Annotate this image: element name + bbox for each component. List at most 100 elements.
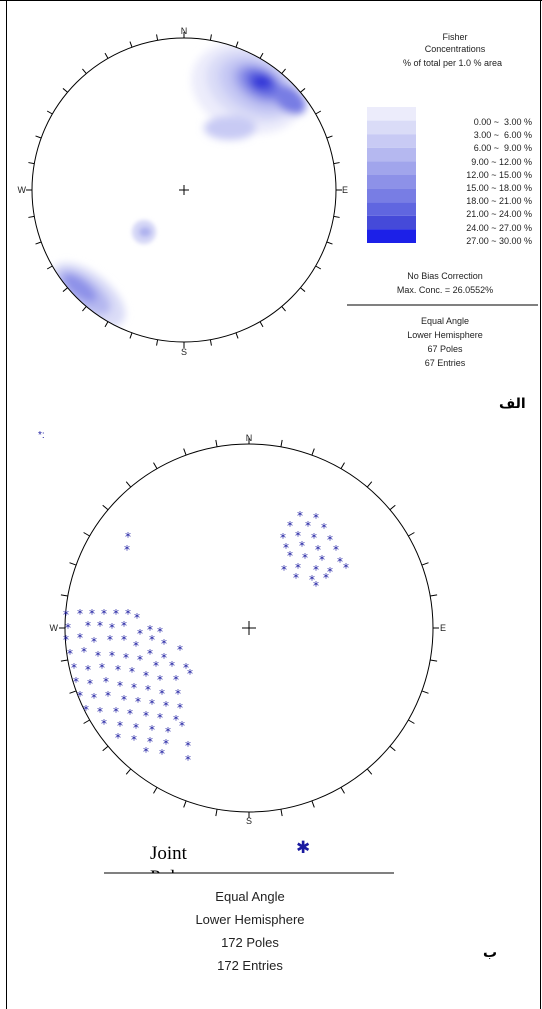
- pole-marker: *: [149, 723, 155, 737]
- top-east-label: E: [342, 185, 349, 195]
- pole-marker: *: [343, 561, 349, 575]
- degree-tick: [129, 41, 133, 48]
- pole-marker: *: [321, 521, 327, 535]
- pole-marker: *: [299, 539, 305, 553]
- pole-marker: *: [91, 635, 97, 649]
- pole-marker: *: [109, 621, 115, 635]
- pole-marker: *: [73, 675, 79, 689]
- pole-marker: *: [85, 619, 91, 633]
- bottom-south-label: S: [245, 816, 252, 826]
- degree-tick: [430, 659, 438, 662]
- degree-tick: [129, 332, 133, 339]
- top-projection-label: Equal Angle: [420, 316, 470, 326]
- pole-marker: *: [161, 651, 167, 665]
- degree-tick: [333, 215, 340, 218]
- pole-marker: *: [159, 687, 165, 701]
- legend-swatch: [367, 161, 416, 175]
- degree-tick: [104, 52, 109, 59]
- pole-marker: *: [129, 665, 135, 679]
- legend-range-label: 9.00 ~ 12.00 %: [471, 156, 532, 167]
- legend-swatch: [367, 215, 416, 230]
- degree-tick: [421, 690, 429, 694]
- degree-tick: [153, 787, 158, 794]
- pole-marker: *: [173, 673, 179, 687]
- pole-marker: *: [295, 561, 301, 575]
- bottom-east-label: E: [440, 623, 447, 633]
- pole-marker: *: [87, 677, 93, 691]
- degree-tick: [69, 562, 77, 566]
- pole-marker: *: [77, 689, 83, 703]
- degree-tick: [259, 321, 264, 328]
- pole-marker: *: [185, 753, 191, 767]
- pole-marker: *: [101, 607, 107, 621]
- degree-tick: [35, 241, 42, 245]
- pole-marker: *: [113, 705, 119, 719]
- legend-range-label: 27.00 ~ 30.00 %: [466, 235, 532, 246]
- legend-swatch: [367, 107, 416, 121]
- legend-swatch: [367, 202, 416, 216]
- pole-marker: *: [315, 543, 321, 557]
- pole-marker: *: [302, 551, 308, 565]
- degree-tick: [60, 594, 68, 597]
- pole-marker: *: [85, 663, 91, 677]
- legend-range-label: 18.00 ~ 21.00 %: [466, 196, 532, 207]
- pole-marker: *: [327, 565, 333, 579]
- corner-pole-marker: *:: [38, 430, 45, 441]
- pole-marker: *: [97, 619, 103, 633]
- pole-marker: *: [159, 747, 165, 761]
- degree-tick: [35, 135, 42, 139]
- pole-marker: *: [149, 697, 155, 711]
- degree-tick: [83, 719, 90, 724]
- pole-marker: *: [333, 543, 339, 557]
- degree-tick: [102, 504, 109, 511]
- pole-marker: *: [143, 709, 149, 723]
- top-north-label: N: [180, 26, 188, 36]
- legend-range-label: 24.00 ~ 27.00 %: [466, 222, 532, 233]
- degree-tick: [209, 34, 212, 41]
- pole-marker: *: [305, 519, 311, 533]
- top-hemisphere-label: Lower Hemisphere: [407, 330, 483, 340]
- pole-marker: *: [115, 663, 121, 677]
- pole-marker: *: [161, 637, 167, 651]
- pole-marker: *: [145, 683, 151, 697]
- pole-marker: *: [173, 713, 179, 727]
- degree-tick: [125, 768, 132, 775]
- figure-letter-alef: الف: [499, 396, 526, 412]
- pole-marker: *: [337, 555, 343, 569]
- pole-marker: *: [137, 653, 143, 667]
- max-concentration-label: Max. Conc. = 26.0552%: [396, 285, 494, 295]
- degree-tick: [280, 809, 283, 817]
- degree-tick: [215, 809, 218, 817]
- pole-marker: *: [187, 667, 193, 681]
- degree-tick: [46, 110, 53, 115]
- pole-marker: *: [121, 619, 127, 633]
- degree-tick: [300, 287, 306, 292]
- degree-tick: [82, 68, 87, 74]
- joint-poles-symbol: ✱: [296, 838, 311, 857]
- bottom-poles-count: 172 Poles: [221, 935, 279, 950]
- legend-swatch: [367, 175, 416, 189]
- degree-tick: [46, 265, 53, 270]
- degree-tick: [69, 690, 77, 694]
- degree-tick: [366, 481, 373, 488]
- pole-marker: *: [157, 625, 163, 639]
- legend-title-line: % of total per 1.0 % area: [402, 58, 503, 68]
- bottom-projection-label: Equal Angle: [215, 889, 285, 904]
- degree-tick: [156, 34, 159, 41]
- bias-correction-label: No Bias Correction: [407, 271, 483, 281]
- frame-top-border: [0, 0, 542, 1]
- pole-marker: *: [313, 563, 319, 577]
- bottom-north-label: N: [245, 433, 253, 443]
- pole-marker: *: [135, 695, 141, 709]
- degree-tick: [315, 110, 322, 115]
- pole-marker: *: [125, 530, 131, 544]
- pole-marker: *: [109, 649, 115, 663]
- figure-letter-be: ب: [483, 945, 498, 961]
- pole-marker: *: [153, 659, 159, 673]
- degree-tick: [389, 504, 396, 511]
- degree-tick: [83, 532, 90, 537]
- legend-swatch: [367, 188, 416, 203]
- pole-marker: *: [99, 661, 105, 675]
- pole-marker: *: [137, 627, 143, 641]
